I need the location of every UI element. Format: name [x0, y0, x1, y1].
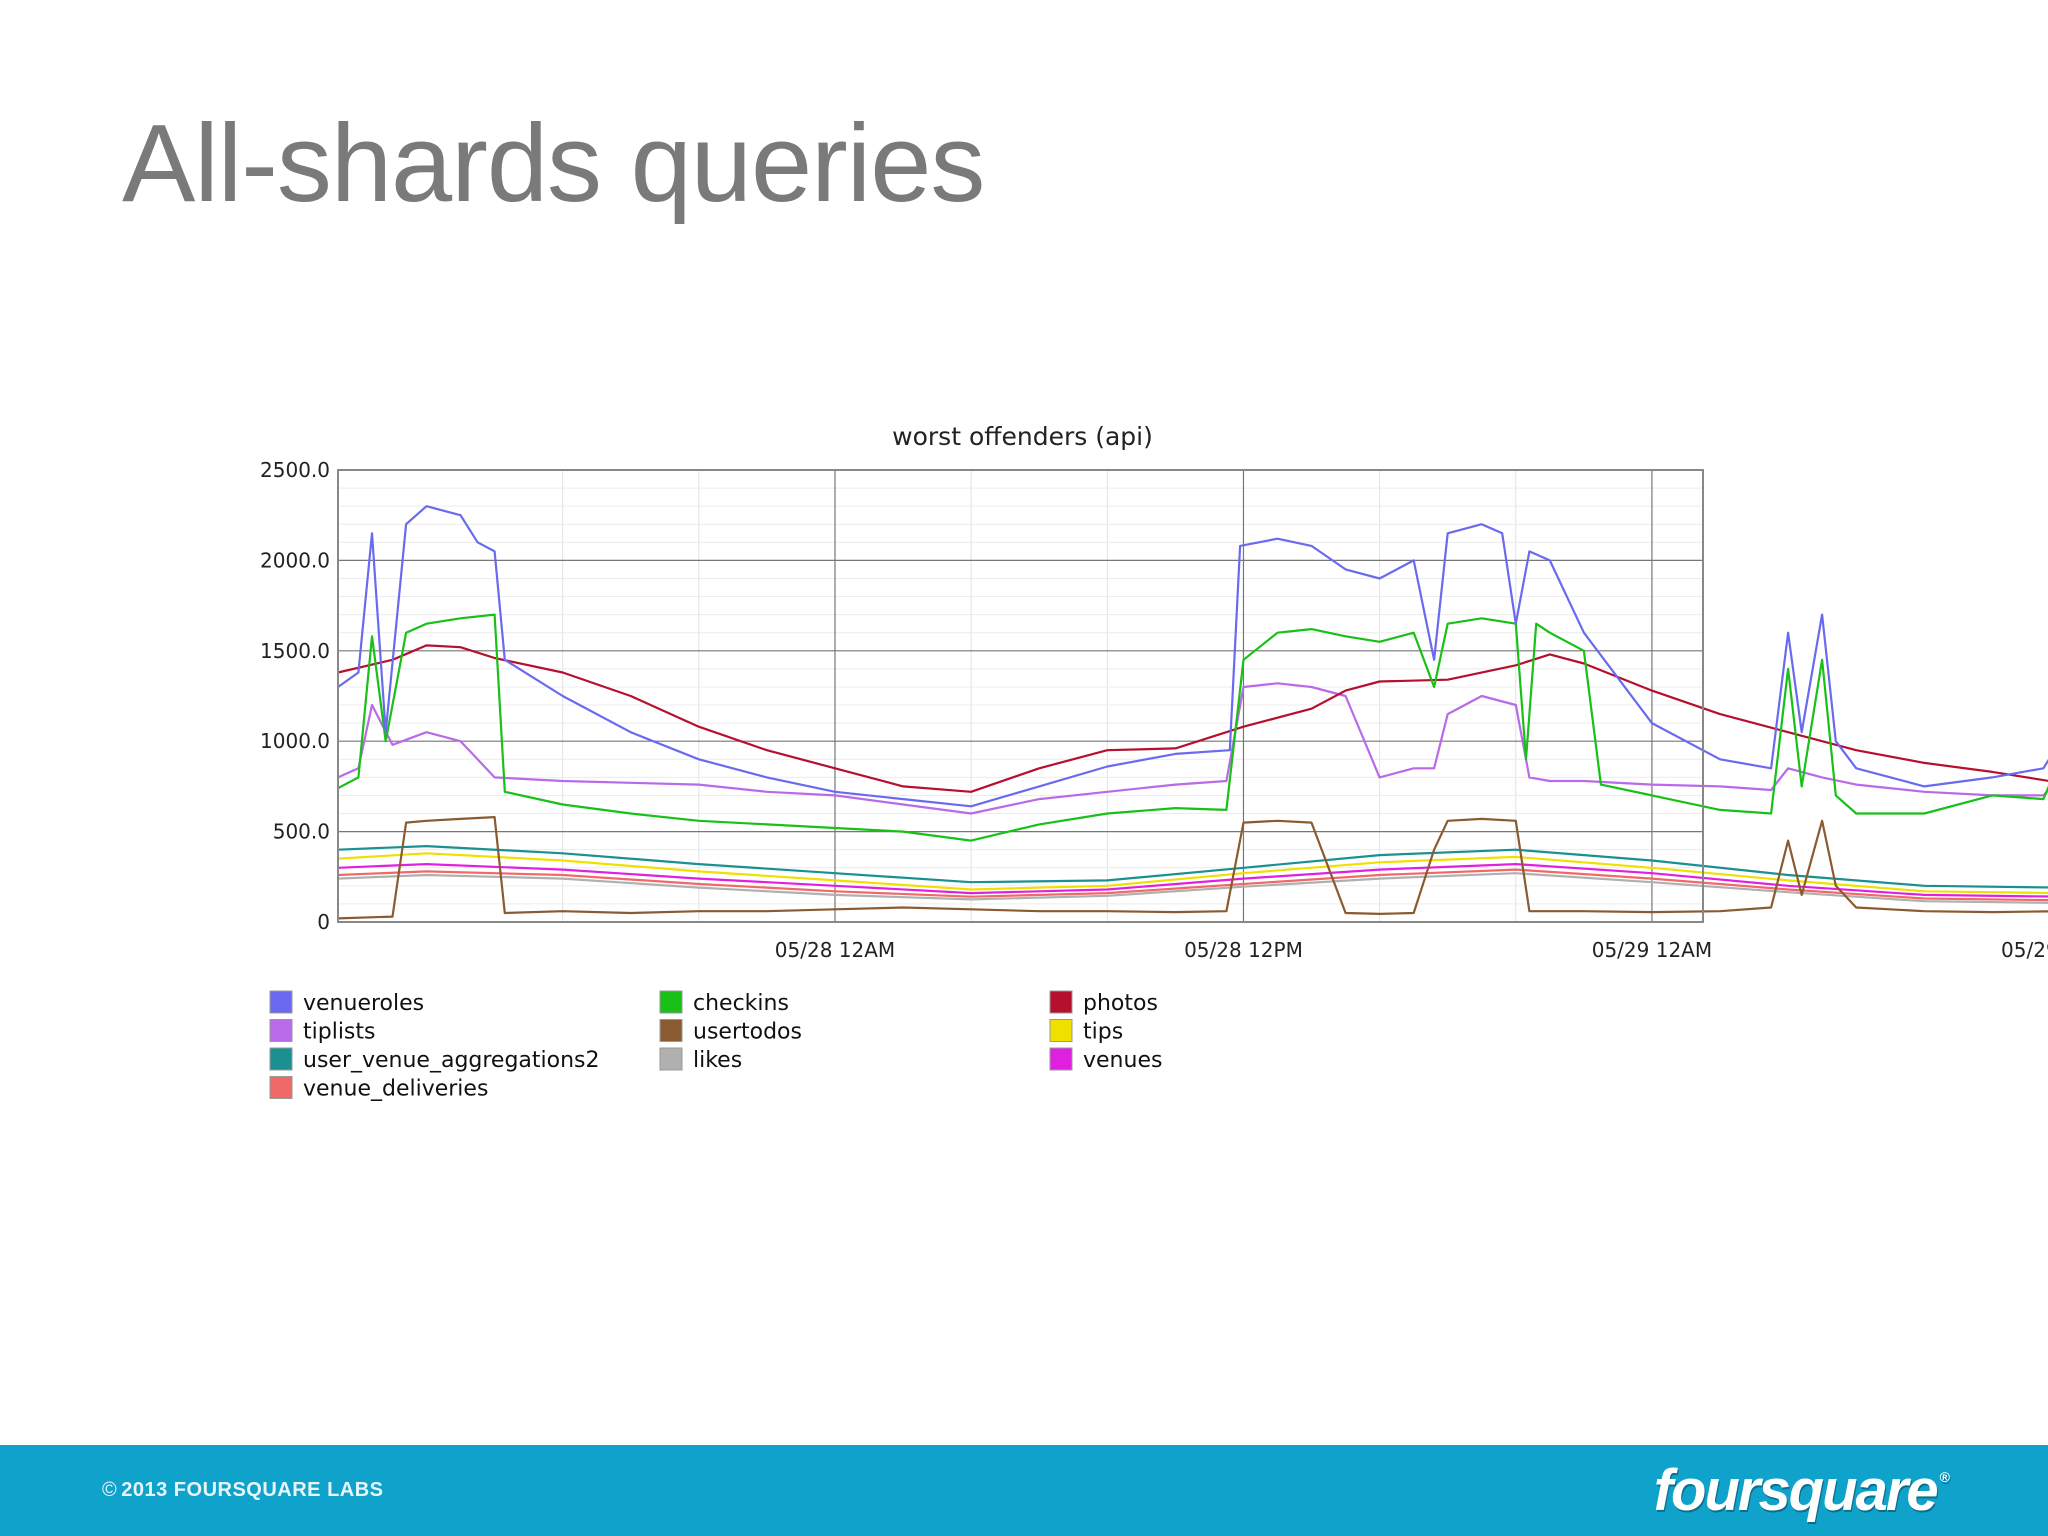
legend-label: venues	[1083, 1048, 1162, 1073]
series-line-user_venue_aggregations2	[337, 845, 2048, 889]
legend-label: tips	[1083, 1020, 1123, 1045]
y-tick-label: 2500.0	[260, 458, 330, 482]
y-tick-label: 2000.0	[260, 548, 330, 572]
y-tick-label: 1500.0	[260, 639, 330, 663]
legend-swatch	[659, 1019, 683, 1042]
legend-swatch	[659, 1047, 683, 1071]
footer-bar: © 2013 FOURSQUARE LABS foursquare ®	[0, 1445, 2048, 1536]
legend-swatch	[269, 1076, 293, 1099]
slide-title: All-shards queries	[122, 102, 985, 225]
legend-label: usertodos	[693, 1020, 802, 1045]
registered-mark: ®	[1939, 1469, 1950, 1485]
legend-label: user_venue_aggregations2	[303, 1048, 600, 1073]
legend-swatch	[269, 1047, 293, 1071]
legend-swatch	[1049, 1019, 1073, 1042]
line-chart: 0 500.0 1000.0 1500.0 2000.0 2500.0 05/28 12AM…	[260, 422, 2048, 1102]
x-tick-label: 05/28 12AM	[775, 938, 895, 962]
x-tick-label: 05/29 12PM	[2001, 938, 2048, 962]
series-line-usertodos	[337, 816, 2048, 920]
logo-wordmark: foursquare	[1653, 1458, 1939, 1523]
chart-title: worst offenders (api)	[892, 422, 1153, 451]
copyright-symbol: ©	[102, 1479, 118, 1501]
copyright-text: © 2013 FOURSQUARE LABS	[102, 1479, 384, 1502]
legend-swatch	[1049, 1047, 1073, 1071]
legend-label: photos	[1083, 991, 1158, 1016]
legend-label: tiplists	[303, 1020, 375, 1045]
series-line-checkins	[337, 613, 2048, 842]
series-line-tips	[337, 852, 2048, 895]
legend-label: venue_deliveries	[303, 1077, 488, 1102]
plot-area	[338, 470, 1703, 922]
copyright-label: 2013 FOURSQUARE LABS	[121, 1479, 384, 1501]
legend-label: checkins	[693, 991, 789, 1016]
series-line-venues	[337, 863, 2048, 898]
legend-label: venueroles	[303, 991, 424, 1016]
foursquare-logo: foursquare ®	[1653, 1457, 1950, 1524]
y-tick-label: 500.0	[273, 820, 330, 844]
series-line-venue_deliveries	[337, 868, 2048, 902]
legend-swatch	[269, 1019, 293, 1042]
series-line-tiplists	[337, 682, 2048, 815]
series-line-venueroles	[337, 505, 2048, 808]
y-tick-label: 0	[317, 910, 330, 934]
x-tick-label: 05/29 12AM	[1592, 938, 1712, 962]
plot-frame	[337, 469, 1704, 923]
legend-swatch	[659, 990, 683, 1014]
series-line-likes	[337, 872, 2048, 904]
x-tick-label: 05/28 12PM	[1184, 938, 1303, 962]
legend-label: likes	[693, 1048, 742, 1073]
y-tick-label: 1000.0	[260, 729, 330, 753]
legend-swatch	[269, 990, 293, 1014]
legend-swatch	[1049, 990, 1073, 1014]
